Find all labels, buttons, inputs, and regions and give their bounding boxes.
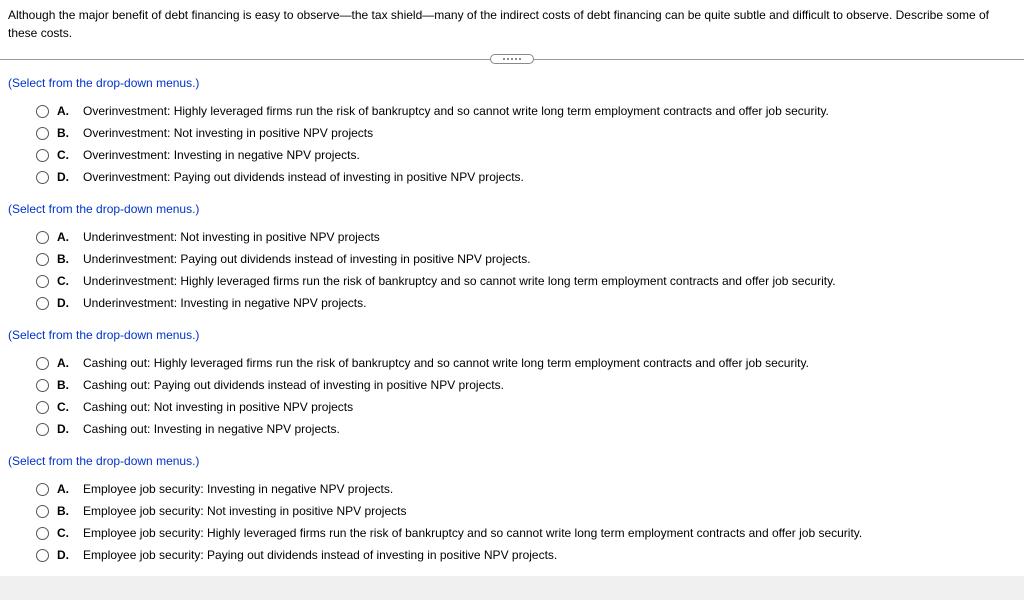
option-text: Employee job security: Investing in nega…: [83, 482, 1024, 496]
radio-button[interactable]: [36, 549, 49, 562]
option-text: Underinvestment: Highly leveraged firms …: [83, 274, 1024, 288]
collapse-handle[interactable]: [490, 54, 534, 64]
option-letter: D.: [57, 422, 75, 436]
question-prompt: Although the major benefit of debt finan…: [0, 0, 1024, 52]
radio-button[interactable]: [36, 527, 49, 540]
option-row[interactable]: D. Underinvestment: Investing in negative…: [36, 292, 1024, 314]
dropdown-instruction: (Select from the drop-down menus.): [0, 66, 1024, 96]
radio-button[interactable]: [36, 149, 49, 162]
option-letter: C.: [57, 400, 75, 414]
option-row[interactable]: A. Cashing out: Highly leveraged firms ru…: [36, 352, 1024, 374]
radio-button[interactable]: [36, 401, 49, 414]
option-text: Overinvestment: Highly leveraged firms r…: [83, 104, 1024, 118]
option-text: Underinvestment: Paying out dividends in…: [83, 252, 1024, 266]
handle-dot: [507, 58, 509, 60]
option-text: Overinvestment: Not investing in positiv…: [83, 126, 1024, 140]
option-row[interactable]: A. Overinvestment: Highly leveraged firms…: [36, 100, 1024, 122]
option-row[interactable]: B. Cashing out: Paying out dividends inst…: [36, 374, 1024, 396]
radio-button[interactable]: [36, 253, 49, 266]
radio-button[interactable]: [36, 275, 49, 288]
option-row[interactable]: B. Underinvestment: Paying out dividends …: [36, 248, 1024, 270]
option-text: Employee job security: Not investing in …: [83, 504, 1024, 518]
option-row[interactable]: B. Overinvestment: Not investing in posit…: [36, 122, 1024, 144]
option-row[interactable]: D. Employee job security: Paying out divi…: [36, 544, 1024, 566]
handle-dot: [515, 58, 517, 60]
options-block: A. Underinvestment: Not investing in posi…: [0, 222, 1024, 318]
option-letter: D.: [57, 170, 75, 184]
radio-button[interactable]: [36, 379, 49, 392]
option-letter: A.: [57, 482, 75, 496]
option-row[interactable]: C. Overinvestment: Investing in negative …: [36, 144, 1024, 166]
option-row[interactable]: A. Employee job security: Investing in ne…: [36, 478, 1024, 500]
dropdown-instruction: (Select from the drop-down menus.): [0, 318, 1024, 348]
radio-button[interactable]: [36, 483, 49, 496]
option-row[interactable]: C. Underinvestment: Highly leveraged firm…: [36, 270, 1024, 292]
option-row[interactable]: A. Underinvestment: Not investing in posi…: [36, 226, 1024, 248]
radio-button[interactable]: [36, 127, 49, 140]
option-letter: C.: [57, 526, 75, 540]
handle-dot: [503, 58, 505, 60]
option-letter: B.: [57, 126, 75, 140]
option-text: Overinvestment: Paying out dividends ins…: [83, 170, 1024, 184]
option-row[interactable]: C. Cashing out: Not investing in positive…: [36, 396, 1024, 418]
option-letter: A.: [57, 356, 75, 370]
radio-button[interactable]: [36, 171, 49, 184]
option-letter: C.: [57, 148, 75, 162]
option-letter: A.: [57, 104, 75, 118]
handle-dot: [511, 58, 513, 60]
option-row[interactable]: B. Employee job security: Not investing i…: [36, 500, 1024, 522]
option-text: Underinvestment: Not investing in positi…: [83, 230, 1024, 244]
option-row[interactable]: C. Employee job security: Highly leverage…: [36, 522, 1024, 544]
option-text: Overinvestment: Investing in negative NP…: [83, 148, 1024, 162]
option-text: Cashing out: Paying out dividends instea…: [83, 378, 1024, 392]
options-block: A. Employee job security: Investing in ne…: [0, 474, 1024, 570]
option-text: Cashing out: Not investing in positive N…: [83, 400, 1024, 414]
dropdown-instruction: (Select from the drop-down menus.): [0, 192, 1024, 222]
radio-button[interactable]: [36, 231, 49, 244]
option-letter: D.: [57, 296, 75, 310]
option-text: Employee job security: Paying out divide…: [83, 548, 1024, 562]
handle-dot: [519, 58, 521, 60]
options-block: A. Cashing out: Highly leveraged firms ru…: [0, 348, 1024, 444]
options-block: A. Overinvestment: Highly leveraged firms…: [0, 96, 1024, 192]
option-letter: A.: [57, 230, 75, 244]
option-row[interactable]: D. Cashing out: Investing in negative NPV…: [36, 418, 1024, 440]
option-letter: B.: [57, 378, 75, 392]
option-text: Underinvestment: Investing in negative N…: [83, 296, 1024, 310]
answer-groups: (Select from the drop-down menus.) A. Over…: [0, 66, 1024, 570]
section-divider: [0, 52, 1024, 66]
option-row[interactable]: D. Overinvestment: Paying out dividends i…: [36, 166, 1024, 188]
option-text: Cashing out: Investing in negative NPV p…: [83, 422, 1024, 436]
dropdown-instruction: (Select from the drop-down menus.): [0, 444, 1024, 474]
option-text: Cashing out: Highly leveraged firms run …: [83, 356, 1024, 370]
radio-button[interactable]: [36, 505, 49, 518]
radio-button[interactable]: [36, 297, 49, 310]
option-letter: C.: [57, 274, 75, 288]
option-letter: B.: [57, 252, 75, 266]
radio-button[interactable]: [36, 105, 49, 118]
option-text: Employee job security: Highly leveraged …: [83, 526, 1024, 540]
radio-button[interactable]: [36, 423, 49, 436]
footer-bar: [0, 576, 1024, 600]
option-letter: B.: [57, 504, 75, 518]
radio-button[interactable]: [36, 357, 49, 370]
option-letter: D.: [57, 548, 75, 562]
